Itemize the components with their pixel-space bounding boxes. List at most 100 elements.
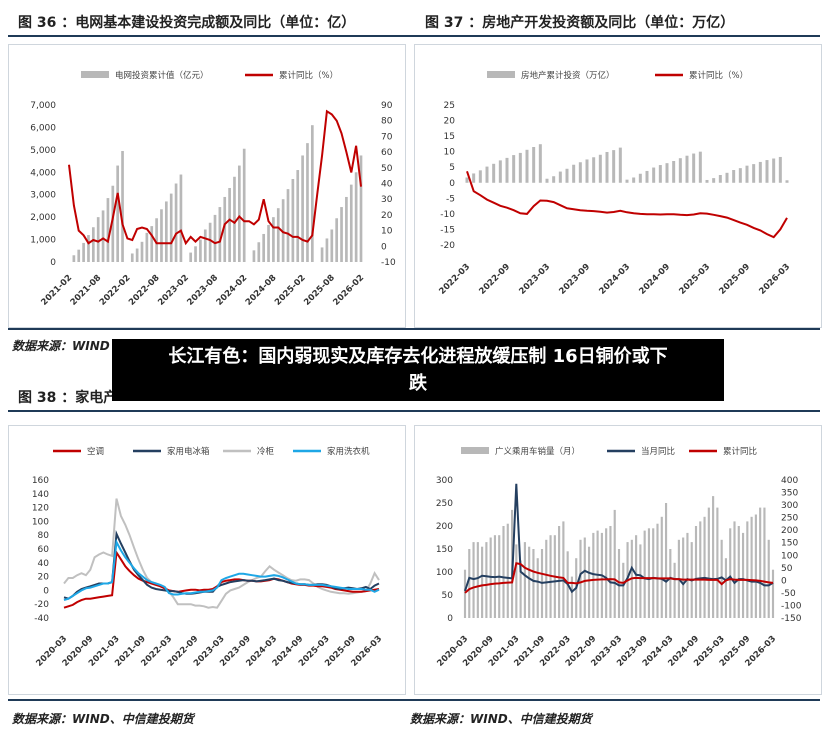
c37-x-tick-label: 2025-09 xyxy=(717,262,752,297)
c37-bar xyxy=(532,147,536,183)
c36-bar xyxy=(228,187,231,262)
c36-bar xyxy=(199,239,202,262)
c39-legend-label: 当月同比 xyxy=(641,446,675,457)
c36-bar xyxy=(354,172,358,262)
source-rule-bottom xyxy=(8,699,820,701)
c39-bar xyxy=(733,521,736,618)
c38-tick-label: -40 xyxy=(34,614,49,624)
c36-x-tick-label: 2022-08 xyxy=(127,273,162,308)
c39-bar xyxy=(737,526,740,618)
c39-bar xyxy=(699,521,702,618)
c38-tick-label: 20 xyxy=(38,573,50,583)
c37-bar xyxy=(752,164,756,183)
c37-tick-label: 5 xyxy=(449,163,455,173)
c36-bar xyxy=(213,214,217,262)
c37-bar xyxy=(498,160,502,183)
c36-left-tick-label: 3,000 xyxy=(30,191,56,201)
chart-38-title: 图 38 ：家电产 xyxy=(18,390,118,406)
c37-bar xyxy=(632,177,636,183)
c37-bar xyxy=(545,178,549,183)
chart-36-frame: 电网投资累计值（亿元） 累计同比（%） 0 1,000 2,000 3,000 4,000 5… xyxy=(8,44,406,328)
c37-bar xyxy=(685,155,689,183)
c36-x-tick-label: 2026-02 xyxy=(331,273,366,308)
chart-36-title: 图 36 ：电网基本建设投资完成额及同比（单位：亿） xyxy=(18,15,356,31)
c37-x-tick-label: 2026-03 xyxy=(757,262,792,297)
c37-tick-label: 20 xyxy=(444,117,456,127)
c37-bar xyxy=(758,161,762,183)
c36-legend-swatch xyxy=(81,71,109,78)
c39-bar xyxy=(669,549,672,618)
c38-tick-label: 0 xyxy=(43,586,49,596)
headline-line-2: 跌 xyxy=(409,373,427,394)
c37-bar xyxy=(738,168,742,183)
c37-bar xyxy=(558,171,562,183)
c36-bar xyxy=(164,201,168,262)
c39-bar xyxy=(485,542,488,618)
c39-bar xyxy=(515,544,518,618)
c39-bar xyxy=(468,549,471,618)
c37-bar xyxy=(578,162,582,183)
c36-bar xyxy=(223,196,227,262)
news-headline-banner[interactable]: 长江有色：国内弱现实及库存去化进程放缓压制 16日铜价或下 跌 xyxy=(112,339,724,401)
c37-bar xyxy=(698,151,702,183)
c36-bar xyxy=(330,229,334,262)
c37-bar xyxy=(638,173,642,183)
chart-37-frame: 房地产累计投资（万亿） 累计同比（%） -20 -15 -10 -5 0 5 10 15 20 25 2… xyxy=(414,44,822,328)
c37-bar xyxy=(612,150,616,183)
c37-bar xyxy=(665,163,669,183)
c36-bar xyxy=(359,155,363,262)
c37-bar xyxy=(485,166,489,183)
source-text-bottom-right: 数据来源：WIND、中信建投期货 xyxy=(410,712,592,726)
c37-bar xyxy=(778,156,782,183)
c36-bar xyxy=(335,218,339,262)
c37-tick-label: 15 xyxy=(444,132,455,142)
c36-bar xyxy=(87,235,90,262)
c36-x-tick-label: 2021-08 xyxy=(69,273,104,308)
c39-right-tick-label: -50 xyxy=(781,589,796,599)
c36-bar xyxy=(106,198,110,262)
c39-bar xyxy=(750,516,753,618)
c39-bar xyxy=(716,507,719,618)
c36-bar xyxy=(155,218,158,262)
c36-bar xyxy=(237,165,241,262)
c39-right-tick-label: 300 xyxy=(781,501,798,511)
c39-left-tick-label: 100 xyxy=(436,568,453,578)
c36-bar xyxy=(320,247,324,262)
c38-tick-label: 60 xyxy=(38,545,50,555)
c36-bar xyxy=(252,250,256,262)
c37-bar xyxy=(672,161,676,183)
c39-bar xyxy=(545,539,548,618)
c37-bar xyxy=(772,158,776,183)
c37-legend-label: 累计同比（%） xyxy=(689,70,748,81)
c39-bar xyxy=(720,539,723,618)
c36-right-tick-label: 20 xyxy=(381,211,393,221)
c37-tick-label: -5 xyxy=(446,194,455,204)
c36-bar xyxy=(276,208,280,262)
c37-bar xyxy=(678,158,682,183)
c36-bar xyxy=(296,170,300,262)
c36-bar xyxy=(301,155,304,262)
c39-right-tick-label: 150 xyxy=(781,539,798,549)
c36-left-tick-label: 4,000 xyxy=(30,168,56,178)
c36-right-tick-label: 90 xyxy=(381,101,393,111)
c37-bar xyxy=(705,179,709,183)
c36-bar xyxy=(233,176,236,262)
source-text-bottom-left: 数据来源：WIND、中信建投期货 xyxy=(12,712,194,726)
c39-bar xyxy=(481,546,484,618)
c39-legend-swatch xyxy=(461,447,489,454)
c39-bar xyxy=(609,526,612,618)
c36-left-tick-label: 7,000 xyxy=(30,101,56,111)
c39-bar xyxy=(763,507,766,618)
c37-line-yoy xyxy=(466,170,788,239)
c36-bar xyxy=(291,179,295,262)
c36-bar xyxy=(121,150,124,262)
c39-legend-label: 广义乘用车销量（月） xyxy=(495,446,580,457)
c36-left-tick-label: 5,000 xyxy=(30,146,56,156)
c38-line-3 xyxy=(63,538,380,602)
c39-right-tick-label: 100 xyxy=(781,551,798,561)
c36-bar xyxy=(203,229,207,262)
c36-bar xyxy=(306,143,309,262)
c37-tick-label: 10 xyxy=(444,148,456,158)
c39-bar xyxy=(643,530,646,618)
c36-left-tick-label: 2,000 xyxy=(30,213,56,223)
